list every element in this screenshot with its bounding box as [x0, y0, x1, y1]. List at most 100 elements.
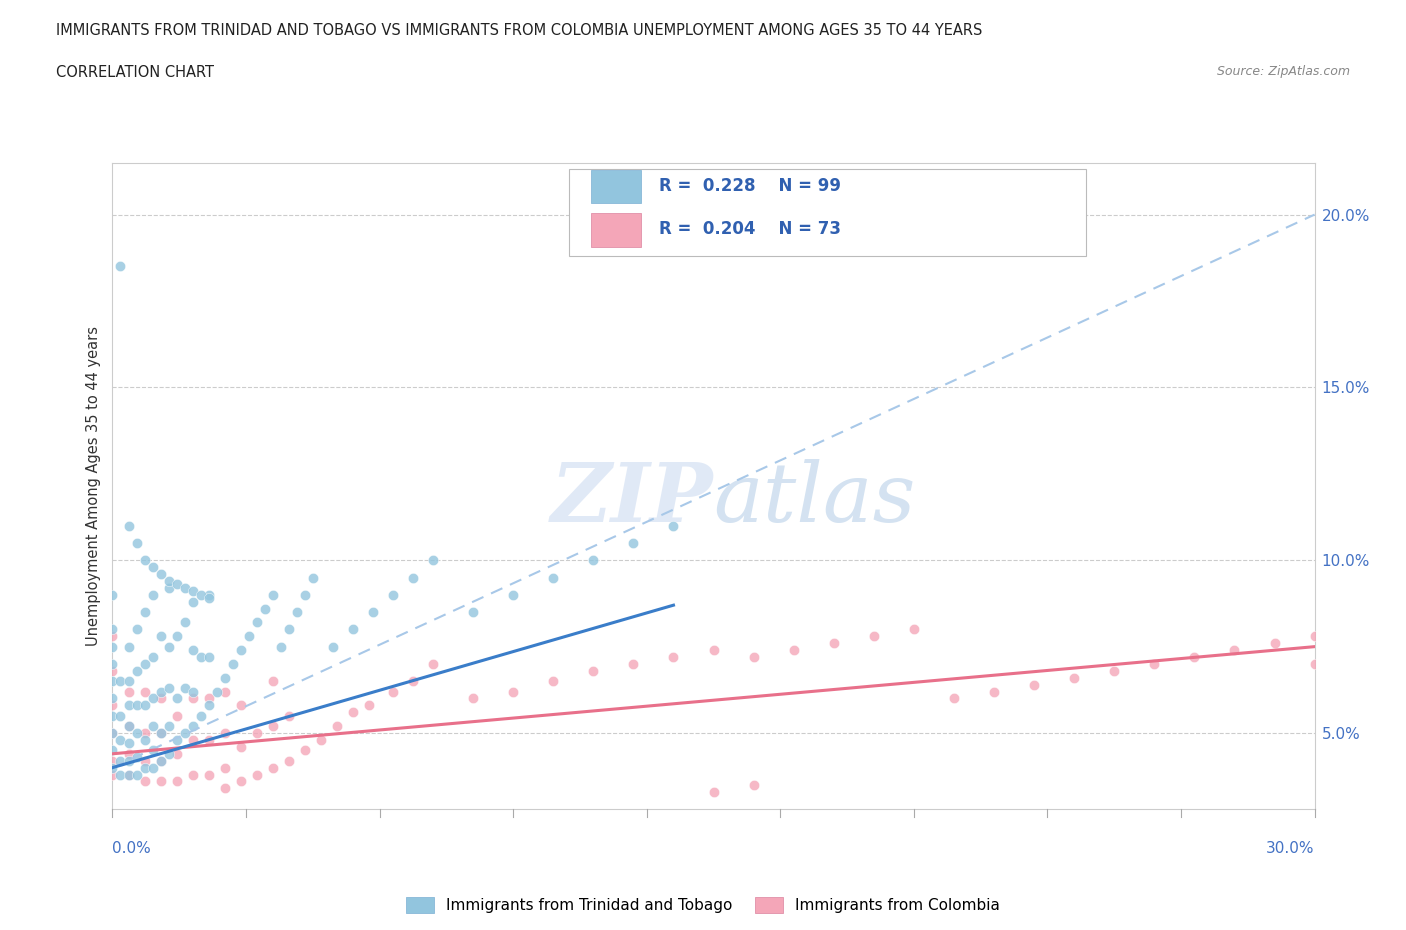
Point — [322, 639, 344, 654]
Point — [125, 725, 148, 740]
Point — [246, 615, 269, 630]
Point — [543, 570, 565, 585]
Point — [117, 639, 139, 654]
Point — [125, 663, 148, 678]
Point — [166, 733, 188, 748]
Point — [181, 584, 204, 599]
Point — [101, 753, 124, 768]
Point — [149, 566, 172, 581]
Point — [141, 691, 163, 706]
Point — [229, 774, 252, 789]
Point — [246, 767, 269, 782]
Point — [166, 747, 188, 762]
Point — [134, 760, 156, 775]
Point — [402, 570, 425, 585]
Point — [229, 643, 252, 658]
Point — [117, 736, 139, 751]
Point — [101, 588, 124, 603]
Point — [141, 743, 163, 758]
Point — [125, 698, 148, 713]
Point — [502, 684, 524, 699]
Point — [101, 743, 124, 758]
Point — [101, 657, 124, 671]
Point — [181, 691, 204, 706]
Point — [357, 698, 380, 713]
Point — [238, 629, 260, 644]
Point — [157, 681, 180, 696]
Point — [277, 622, 299, 637]
Point — [157, 719, 180, 734]
Point — [1303, 657, 1326, 671]
Point — [101, 691, 124, 706]
Point — [190, 709, 212, 724]
Point — [181, 594, 204, 609]
Point — [149, 725, 172, 740]
Point — [141, 760, 163, 775]
Point — [294, 588, 316, 603]
Point — [229, 698, 252, 713]
Point — [309, 733, 332, 748]
Point — [1184, 649, 1206, 664]
Point — [1223, 643, 1246, 658]
Point — [101, 629, 124, 644]
Text: 30.0%: 30.0% — [1267, 841, 1315, 856]
Point — [197, 588, 219, 603]
Point — [125, 750, 148, 764]
Point — [190, 649, 212, 664]
Point — [983, 684, 1005, 699]
Point — [125, 767, 148, 782]
Point — [110, 753, 132, 768]
Point — [342, 622, 364, 637]
Point — [141, 588, 163, 603]
Point — [157, 580, 180, 595]
Point — [125, 622, 148, 637]
Text: R =  0.204    N = 73: R = 0.204 N = 73 — [659, 220, 841, 238]
Text: 0.0%: 0.0% — [112, 841, 152, 856]
Point — [342, 705, 364, 720]
Y-axis label: Unemployment Among Ages 35 to 44 years: Unemployment Among Ages 35 to 44 years — [86, 326, 101, 646]
Point — [134, 684, 156, 699]
Point — [1264, 636, 1286, 651]
Point — [181, 733, 204, 748]
Point — [1102, 663, 1125, 678]
Legend: Immigrants from Trinidad and Tobago, Immigrants from Colombia: Immigrants from Trinidad and Tobago, Imm… — [402, 893, 1004, 918]
Point — [117, 753, 139, 768]
Text: ZIP: ZIP — [551, 458, 713, 538]
Point — [621, 657, 644, 671]
Point — [181, 719, 204, 734]
Point — [101, 698, 124, 713]
Point — [101, 622, 124, 637]
Point — [134, 657, 156, 671]
Point — [253, 601, 276, 616]
Point — [117, 673, 139, 688]
Point — [621, 536, 644, 551]
Point — [262, 673, 284, 688]
Point — [402, 673, 425, 688]
Text: atlas: atlas — [713, 458, 915, 538]
Point — [101, 725, 124, 740]
Point — [141, 649, 163, 664]
Point — [101, 663, 124, 678]
Point — [141, 560, 163, 575]
Point — [502, 588, 524, 603]
Point — [285, 604, 308, 619]
Point — [149, 774, 172, 789]
Point — [117, 719, 139, 734]
Point — [149, 753, 172, 768]
Point — [662, 649, 685, 664]
Point — [461, 604, 484, 619]
Point — [302, 570, 325, 585]
Point — [422, 552, 444, 567]
Point — [134, 733, 156, 748]
Text: Source: ZipAtlas.com: Source: ZipAtlas.com — [1216, 65, 1350, 78]
Point — [134, 698, 156, 713]
Point — [294, 743, 316, 758]
Point — [326, 719, 349, 734]
Point — [149, 691, 172, 706]
Point — [101, 767, 124, 782]
Point — [742, 649, 765, 664]
Point — [382, 684, 405, 699]
Point — [110, 733, 132, 748]
Point — [173, 615, 195, 630]
Point — [166, 629, 188, 644]
